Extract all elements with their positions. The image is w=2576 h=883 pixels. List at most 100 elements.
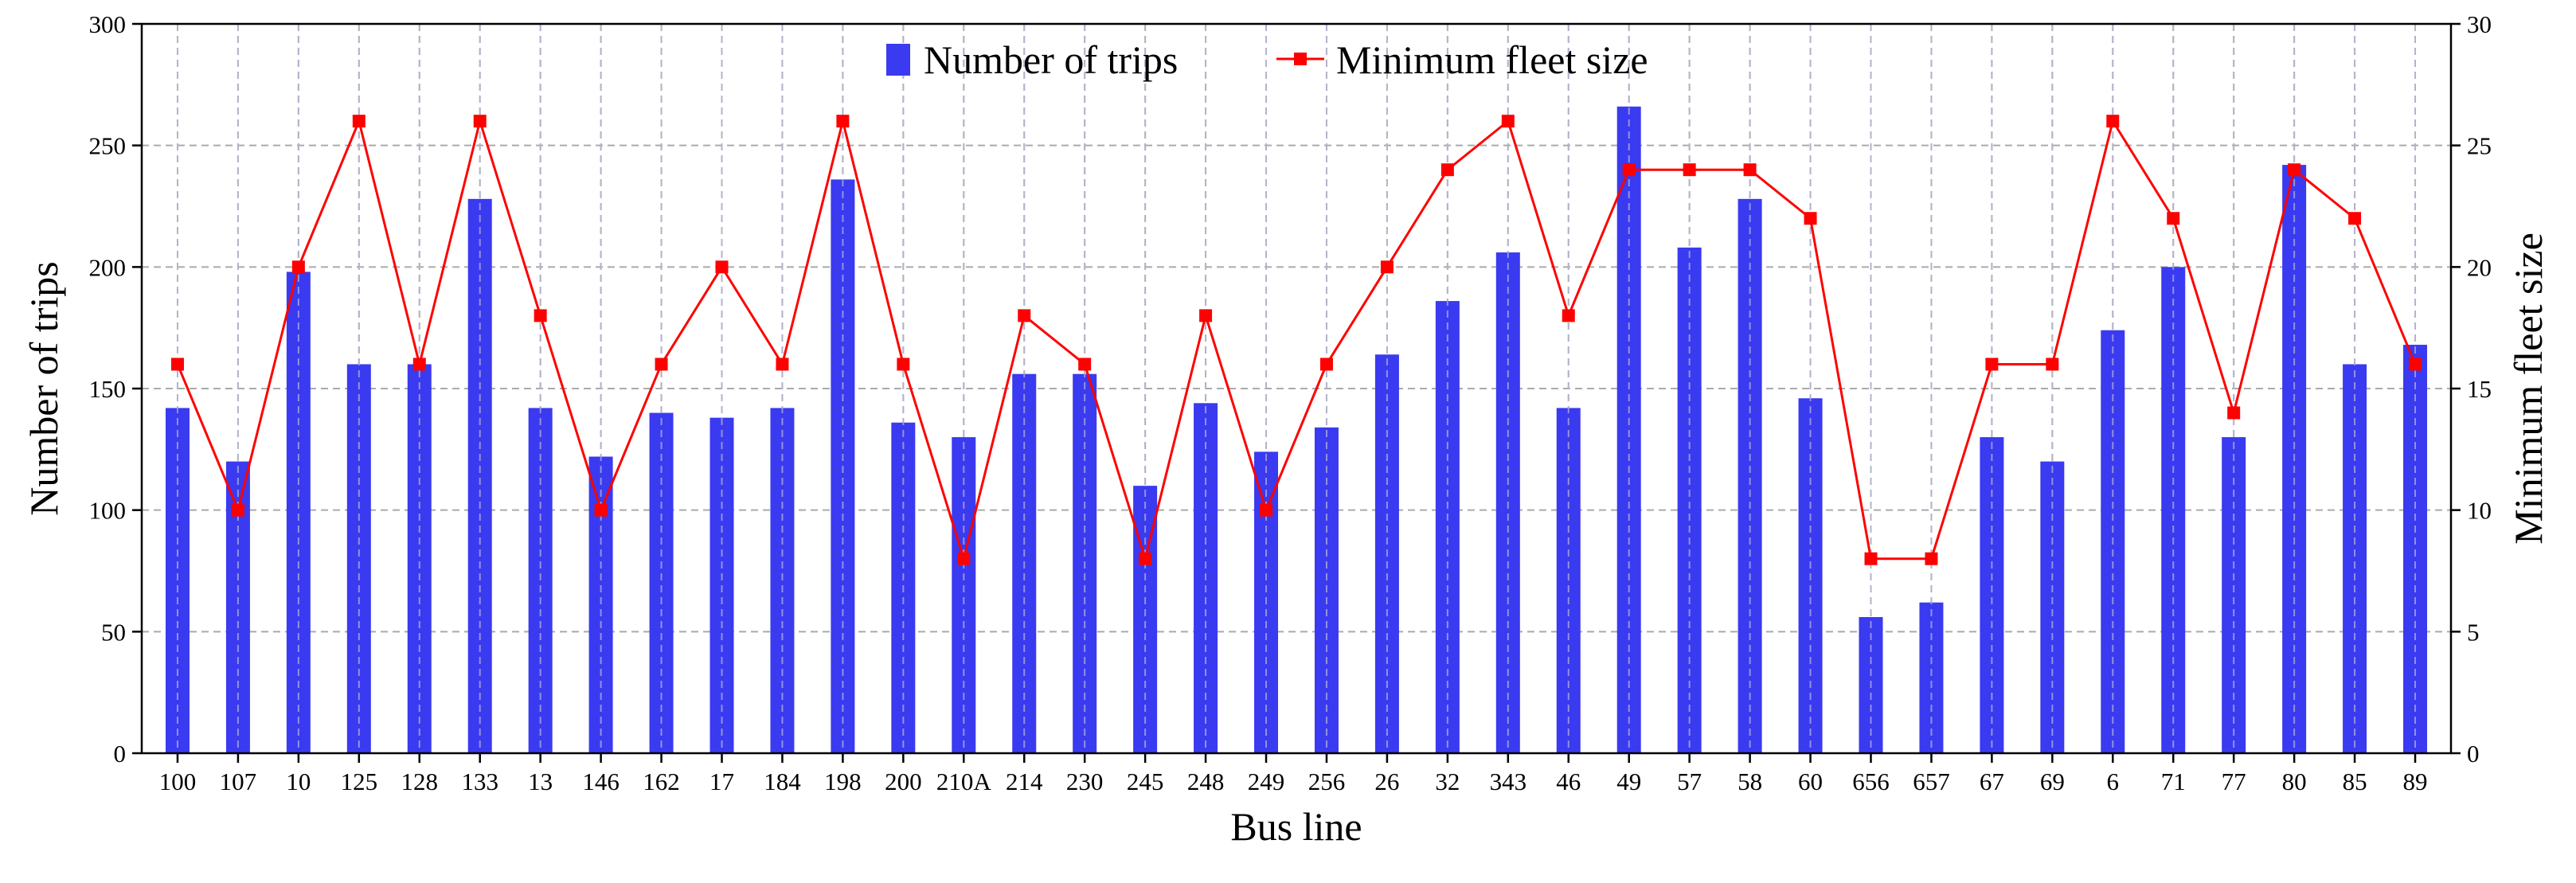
y2-tick-label: 30 (2467, 10, 2492, 38)
x-tick-label: 49 (1616, 768, 1641, 795)
x-tick-label: 162 (643, 768, 680, 795)
fleet-point (594, 503, 608, 517)
x-tick-label: 85 (2343, 768, 2367, 795)
fleet-point (534, 309, 547, 322)
x-tick-label: 214 (1006, 768, 1043, 795)
x-tick-label: 57 (1677, 768, 1702, 795)
x-tick-label: 26 (1374, 768, 1399, 795)
bar (2403, 345, 2428, 753)
y-tick-label: 300 (89, 10, 127, 38)
x-tick-label: 32 (1435, 768, 1460, 795)
fleet-point (1199, 309, 1213, 322)
y-tick-label: 100 (89, 497, 127, 525)
x-tick-label: 13 (528, 768, 553, 795)
fleet-point (957, 552, 971, 565)
x-tick-label: 245 (1127, 768, 1164, 795)
fleet-point (473, 115, 487, 128)
fleet-point (2348, 212, 2362, 225)
fleet-point (1985, 357, 1999, 371)
fleet-point (352, 115, 365, 128)
y2-axis-title: Minimum fleet size (2506, 232, 2551, 545)
legend-line-marker (1294, 53, 1307, 65)
fleet-point (1078, 357, 1092, 371)
x-tick-label: 657 (1913, 768, 1950, 795)
bar (2040, 461, 2065, 753)
bar (407, 364, 432, 753)
y2-tick-label: 15 (2467, 375, 2492, 403)
x-tick-label: 256 (1308, 768, 1346, 795)
fleet-point (1139, 552, 1152, 565)
fleet-point (776, 357, 789, 371)
x-tick-label: 80 (2282, 768, 2307, 795)
legend-label-fleet: Minimum fleet size (1336, 37, 1648, 82)
x-tick-label: 100 (159, 768, 197, 795)
x-tick-label: 6 (2107, 768, 2120, 795)
x-tick-label: 67 (1980, 768, 2004, 795)
x-tick-label: 89 (2403, 768, 2428, 795)
y-tick-label: 250 (89, 132, 127, 160)
fleet-point (715, 260, 729, 274)
fleet-point (2167, 212, 2180, 225)
x-tick-label: 343 (1490, 768, 1527, 795)
fleet-point (2046, 357, 2059, 371)
x-tick-label: 198 (824, 768, 862, 795)
y2-tick-label: 20 (2467, 253, 2492, 281)
bar (2343, 364, 2367, 753)
bar (346, 364, 371, 753)
x-axis-title: Bus line (1230, 804, 1362, 849)
fleet-point (1440, 163, 1454, 177)
x-tick-label: 107 (220, 768, 257, 795)
fleet-point (2409, 357, 2422, 371)
fleet-point (1018, 309, 1031, 322)
fleet-point (1622, 163, 1636, 177)
y2-tick-label: 5 (2467, 618, 2480, 646)
y2-tick-label: 0 (2467, 740, 2480, 768)
x-tick-label: 60 (1798, 768, 1823, 795)
fleet-point (1683, 163, 1696, 177)
x-tick-label: 133 (461, 768, 498, 795)
legend-bar-swatch (886, 44, 910, 76)
fleet-point (291, 260, 305, 274)
x-tick-label: 248 (1187, 768, 1225, 795)
fleet-point (1501, 115, 1515, 128)
y-tick-label: 0 (114, 740, 127, 768)
legend-label-trips: Number of trips (924, 37, 1178, 82)
fleet-point (2288, 163, 2301, 177)
x-tick-label: 146 (582, 768, 620, 795)
x-tick-label: 77 (2222, 768, 2246, 795)
y-tick-label: 50 (101, 618, 126, 646)
fleet-point (2106, 115, 2120, 128)
fleet-point (655, 357, 668, 371)
fleet-point (836, 115, 850, 128)
x-tick-label: 210A (936, 768, 992, 795)
x-tick-label: 200 (885, 768, 922, 795)
fleet-point (897, 357, 910, 371)
fleet-point (1562, 309, 1575, 322)
x-tick-label: 125 (341, 768, 378, 795)
fleet-point (1804, 212, 1817, 225)
fleet-point (412, 357, 426, 371)
x-tick-label: 656 (1852, 768, 1890, 795)
fleet-point (231, 503, 244, 517)
fleet-point (1319, 357, 1333, 371)
line-layer (170, 115, 2422, 565)
x-tick-label: 10 (286, 768, 311, 795)
x-tick-label: 17 (709, 768, 734, 795)
fleet-line (176, 116, 2417, 564)
y-tick-label: 150 (89, 375, 127, 403)
fleet-point (170, 357, 184, 371)
x-tick-label: 71 (2161, 768, 2186, 795)
x-tick-label: 58 (1738, 768, 1762, 795)
fleet-point (1380, 260, 1394, 274)
x-tick-label: 184 (764, 768, 801, 795)
fleet-point (1925, 552, 1938, 565)
axis-layer: 0 50 100 150 200 250 300 0 5 10 15 20 25 30 100 107 10 12… (89, 10, 2492, 795)
x-tick-label: 230 (1066, 768, 1104, 795)
x-tick-label: 249 (1248, 768, 1285, 795)
legend: Number of trips Minimum fleet size (886, 37, 1648, 82)
y-axis-title: Number of trips (21, 261, 66, 515)
x-tick-label: 128 (401, 768, 439, 795)
fleet-point (2227, 406, 2241, 420)
y-tick-label: 200 (89, 253, 127, 281)
